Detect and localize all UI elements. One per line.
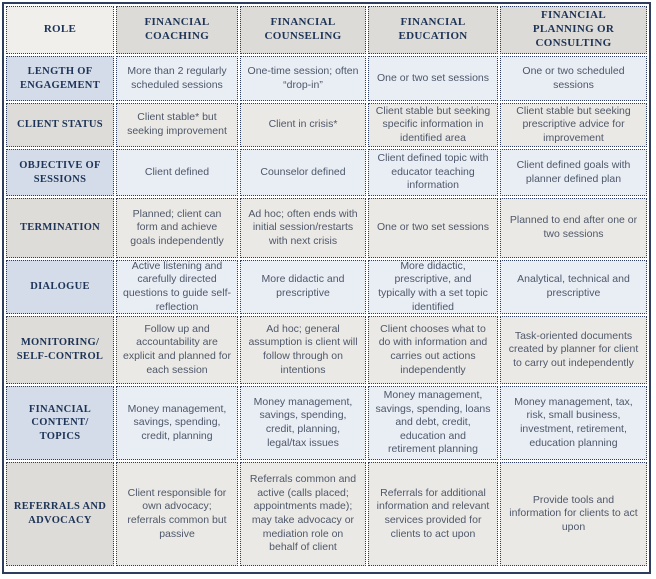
table-cell: Money management, tax, risk, small busin… bbox=[500, 386, 647, 460]
table-cell: Analytical, technical and prescriptive bbox=[500, 260, 647, 314]
row-header-referrals-and-advocacy: REFERRALS AND ADVOCACY bbox=[6, 462, 114, 566]
table-cell: Referrals common and active (calls place… bbox=[240, 462, 366, 566]
table-cell: Money management, savings, spending, cre… bbox=[240, 386, 366, 460]
row-header-objective-of-sessions: OBJECTIVE OF SESSIONS bbox=[6, 149, 114, 196]
column-header-financial-coaching: FINANCIAL COACHING bbox=[116, 6, 238, 54]
table-cell: More didactic, prescriptive, and typical… bbox=[368, 260, 498, 314]
table-cell: More than 2 regularly scheduled sessions bbox=[116, 56, 238, 101]
table-cell: Client stable but seeking prescriptive a… bbox=[500, 103, 647, 147]
column-header-financial-education: FINANCIAL EDUCATION bbox=[368, 6, 498, 54]
roles-comparison-table: ROLE FINANCIAL COACHING FINANCIAL COUNSE… bbox=[4, 4, 649, 568]
table-cell: One or two set sessions bbox=[368, 56, 498, 101]
table-cell: Planned to end after one or two sessions bbox=[500, 198, 647, 258]
table-cell: Ad hoc; often ends with initial session/… bbox=[240, 198, 366, 258]
table-cell: Client responsible for own advocacy; ref… bbox=[116, 462, 238, 566]
table-cell: Client defined topic with educator teach… bbox=[368, 149, 498, 196]
table-cell: Planned; client can form and achieve goa… bbox=[116, 198, 238, 258]
table-cell: One or two scheduled sessions bbox=[500, 56, 647, 101]
table-cell: One-time session; often “drop-in” bbox=[240, 56, 366, 101]
table-cell: Money management, savings, spending, loa… bbox=[368, 386, 498, 460]
comparison-table-frame: ROLE FINANCIAL COACHING FINANCIAL COUNSE… bbox=[2, 2, 651, 574]
row-header-financial-content-topics: FINANCIAL CONTENT/ TOPICS bbox=[6, 386, 114, 460]
row-header-termination: TERMINATION bbox=[6, 198, 114, 258]
row-header-monitoring-self-control: MONITORING/ SELF-CONTROL bbox=[6, 316, 114, 384]
column-header-financial-planning: FINANCIAL PLANNING OR CONSULTING bbox=[500, 6, 647, 54]
table-cell: Follow up and accountability are explici… bbox=[116, 316, 238, 384]
table-cell: Provide tools and information for client… bbox=[500, 462, 647, 566]
table-cell: Client stable but seeking specific infor… bbox=[368, 103, 498, 147]
table-cell: Money management, savings, spending, cre… bbox=[116, 386, 238, 460]
table-cell: Counselor defined bbox=[240, 149, 366, 196]
row-header-length-of-engagement: LENGTH OF ENGAGEMENT bbox=[6, 56, 114, 101]
table-cell: Client defined bbox=[116, 149, 238, 196]
table-cell: Client in crisis* bbox=[240, 103, 366, 147]
table-cell: Ad hoc; general assumption is client wil… bbox=[240, 316, 366, 384]
table-cell: Referrals for additional information and… bbox=[368, 462, 498, 566]
column-header-role: ROLE bbox=[6, 6, 114, 54]
row-header-dialogue: DIALOGUE bbox=[6, 260, 114, 314]
row-header-client-status: CLIENT STATUS bbox=[6, 103, 114, 147]
table-cell: Task-oriented documents created by plann… bbox=[500, 316, 647, 384]
table-cell: Client defined goals with planner define… bbox=[500, 149, 647, 196]
table-cell: Active listening and carefully directed … bbox=[116, 260, 238, 314]
table-cell: Client chooses what to do with informati… bbox=[368, 316, 498, 384]
column-header-financial-counseling: FINANCIAL COUNSELING bbox=[240, 6, 366, 54]
table-cell: One or two set sessions bbox=[368, 198, 498, 258]
table-cell: More didactic and prescriptive bbox=[240, 260, 366, 314]
table-cell: Client stable* but seeking improvement bbox=[116, 103, 238, 147]
